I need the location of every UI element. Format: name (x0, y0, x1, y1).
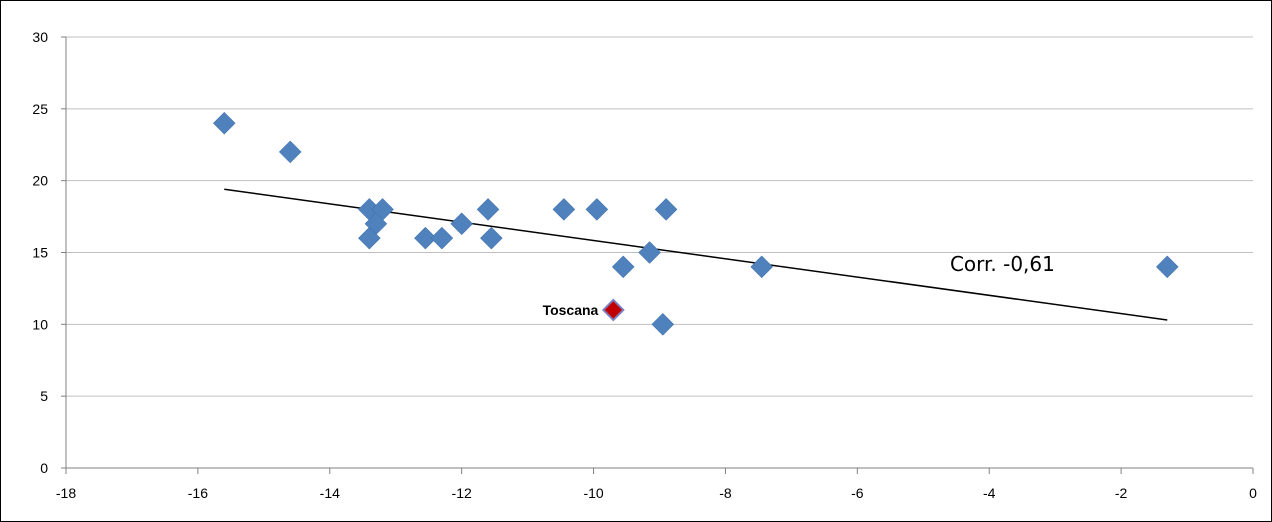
y-tick-label: 0 (40, 460, 48, 476)
data-point (476, 198, 500, 221)
gridlines (66, 36, 1253, 397)
data-point (552, 198, 576, 221)
x-tick-label: -12 (452, 485, 472, 501)
data-point (585, 198, 609, 221)
data-point (414, 226, 437, 250)
x-tick-label: -8 (719, 485, 732, 501)
highlight-point-label: Toscana (543, 302, 599, 318)
data-point (278, 140, 302, 164)
data-points (212, 111, 1179, 336)
x-tick-label: -14 (320, 485, 340, 501)
x-tick-label: -4 (983, 485, 996, 501)
y-tick-label: 25 (32, 101, 48, 117)
data-point (430, 226, 454, 250)
y-tick-label: 15 (32, 245, 48, 261)
highlight-point-group: Toscana (543, 298, 625, 322)
tick-labels: 0 5 10 15 20 25 30 -18 -16 -14 -12 -10 -8 -6 -4 -2 0 (32, 29, 1257, 501)
x-tick-label: -2 (1115, 485, 1128, 501)
x-tick-label: -10 (583, 485, 603, 501)
data-point (651, 312, 675, 336)
data-point (212, 111, 236, 135)
data-point (638, 241, 661, 264)
data-point (611, 255, 635, 279)
y-tick-label: 10 (32, 316, 48, 332)
y-tick-label: 5 (40, 388, 48, 404)
axes (61, 36, 1254, 474)
data-point (750, 255, 774, 279)
highlight-point (601, 298, 625, 322)
x-tick-label: -18 (56, 485, 76, 501)
y-tick-label: 30 (32, 29, 48, 45)
x-tick-label: 0 (1249, 485, 1257, 501)
correlation-annotation: Corr. -0,61 (950, 252, 1055, 276)
data-point (654, 198, 678, 221)
data-point (479, 226, 503, 250)
data-point (450, 212, 474, 236)
x-tick-label: -16 (188, 485, 208, 501)
x-tick-label: -6 (851, 485, 864, 501)
y-tick-label: 20 (32, 173, 48, 189)
data-point (1155, 255, 1179, 279)
data-point (357, 226, 381, 250)
